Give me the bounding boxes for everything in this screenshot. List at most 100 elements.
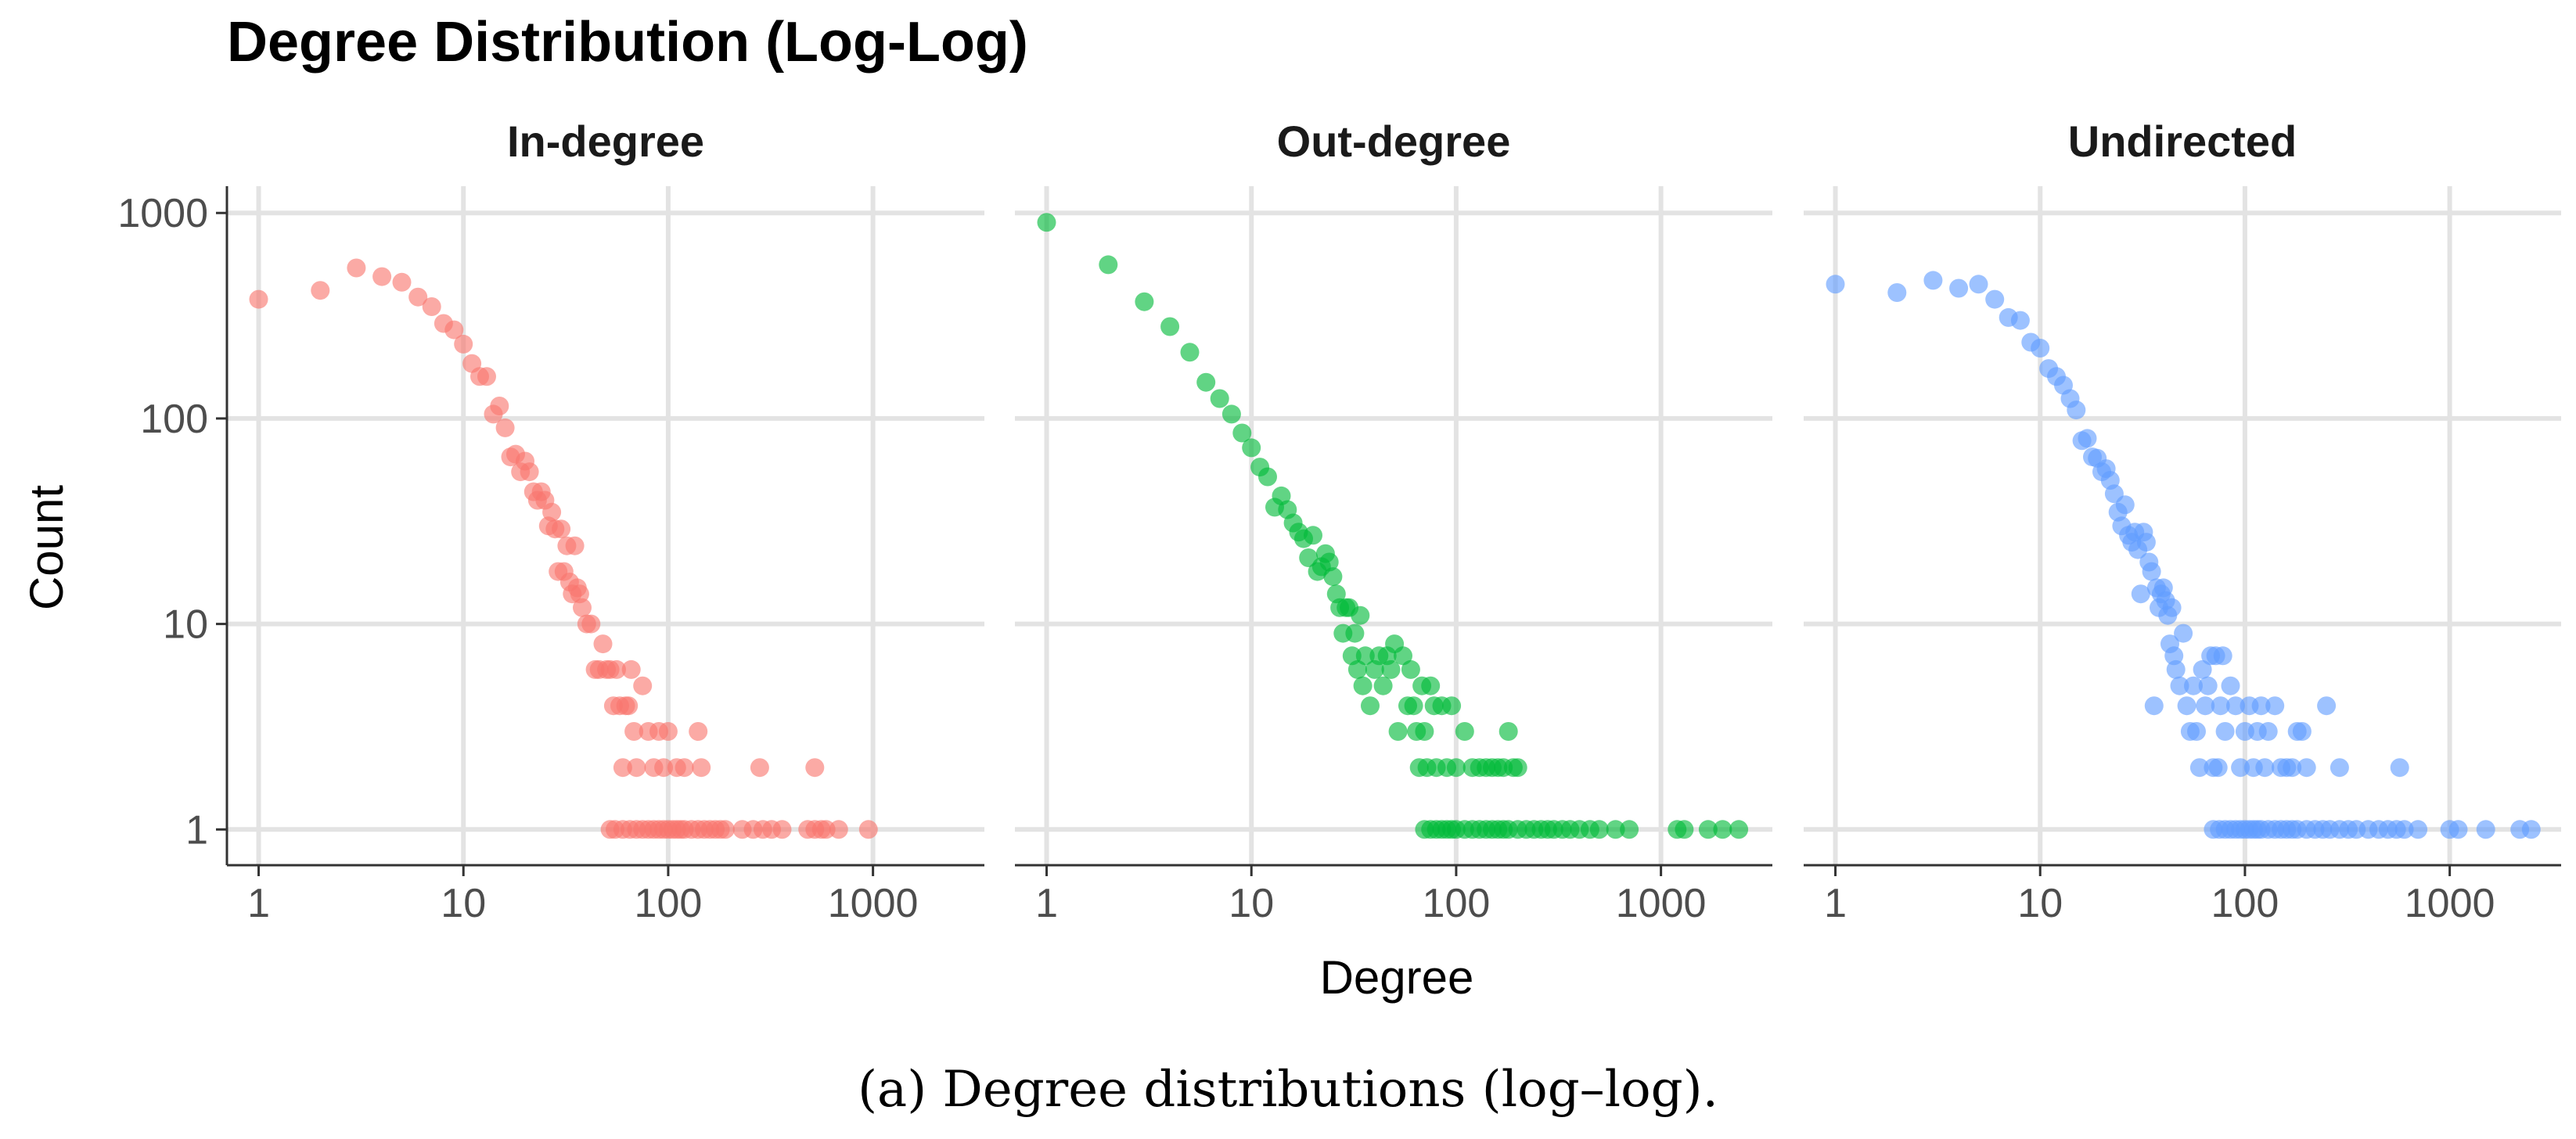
data-point (2078, 429, 2097, 448)
data-point (2330, 758, 2349, 778)
data-point (2162, 598, 2182, 617)
x-tick-label: 1000 (2405, 881, 2495, 926)
data-point (1210, 389, 1229, 408)
data-point (1347, 659, 1367, 679)
data-point (1381, 659, 1401, 679)
data-point (829, 820, 848, 839)
data-point (2187, 722, 2206, 741)
data-point (2193, 659, 2212, 679)
data-point (2283, 758, 2302, 778)
data-point (619, 696, 639, 716)
data-point (2189, 758, 2209, 778)
data-point (2174, 623, 2193, 643)
data-point (2177, 696, 2196, 716)
data-point (477, 367, 496, 386)
data-point (1949, 278, 1969, 298)
data-point (444, 320, 464, 340)
data-point (2317, 696, 2337, 716)
data-point (1923, 271, 1943, 290)
x-tick-label: 1000 (1616, 881, 1707, 926)
data-point (2136, 533, 2156, 552)
data-point (2131, 584, 2150, 604)
data-point (2231, 758, 2250, 778)
panel-title: Undirected (2068, 117, 2297, 166)
data-point (613, 758, 632, 778)
data-point (675, 758, 694, 778)
data-point (750, 758, 769, 778)
data-point (1826, 275, 1845, 294)
data-point (1351, 605, 1370, 625)
chart-title: Degree Distribution (Log-Log) (227, 11, 1028, 74)
data-point (2211, 696, 2230, 716)
data-point (565, 536, 585, 555)
data-point (1455, 722, 1474, 741)
data-point (1304, 526, 1322, 545)
data-point (858, 820, 878, 839)
data-point (1713, 820, 1732, 839)
y-tick-label: 1 (185, 807, 208, 853)
data-point (2115, 495, 2135, 515)
data-point (490, 397, 509, 415)
data-point (2390, 758, 2409, 778)
data-point (520, 462, 539, 482)
data-point (1698, 820, 1718, 839)
data-point (633, 676, 653, 695)
data-point (542, 502, 562, 522)
data-point (2476, 820, 2495, 839)
data-point (1404, 696, 1423, 716)
data-point (2221, 676, 2240, 695)
x-tick-label: 100 (635, 881, 703, 926)
data-point (1323, 567, 1343, 587)
data-point (249, 289, 268, 309)
data-point (2142, 562, 2161, 581)
data-point (772, 820, 792, 839)
data-point (2297, 758, 2316, 778)
y-tick-label: 100 (140, 397, 208, 442)
panel-title: In-degree (507, 117, 704, 166)
data-point (2031, 339, 2050, 358)
x-tick-label: 1 (1035, 881, 1058, 926)
data-point (1258, 467, 1277, 487)
data-point (2198, 676, 2218, 695)
x-tick-label: 1 (247, 881, 270, 926)
data-point (2255, 758, 2275, 778)
data-point (2208, 758, 2228, 778)
data-point (2265, 696, 2285, 716)
data-point (1508, 758, 1527, 778)
data-point (1446, 758, 1466, 778)
data-point (1099, 255, 1118, 275)
panels: In-degree 1 10 100 1000 1 10 100 1000 Out-degree 1… (117, 117, 2561, 926)
data-point (2215, 722, 2235, 741)
y-axis-label: Count (20, 485, 73, 610)
data-point (689, 722, 708, 741)
data-point (1373, 676, 1393, 695)
data-point (2258, 722, 2278, 741)
x-tick-label: 10 (441, 881, 486, 926)
data-point (1135, 292, 1154, 311)
data-point (1589, 820, 1609, 839)
data-point (2226, 696, 2245, 716)
data-point (2067, 401, 2086, 420)
data-point (1345, 623, 1365, 643)
data-point (2166, 659, 2186, 679)
data-point (715, 820, 735, 839)
data-point (1887, 283, 1907, 302)
data-point (621, 659, 641, 679)
panel-undirected: Undirected 1 10 100 1000 (1804, 117, 2561, 926)
data-point (607, 659, 626, 679)
data-point (1498, 722, 1518, 741)
data-point (2213, 646, 2232, 666)
data-point (1388, 722, 1408, 741)
data-point (2292, 722, 2312, 741)
data-point (1180, 343, 1200, 362)
panel-out-degree: Out-degree 1 10 100 1000 (1015, 117, 1772, 926)
data-point (2409, 820, 2428, 839)
data-point (2448, 820, 2468, 839)
data-point (1037, 213, 1056, 232)
data-point (805, 758, 825, 778)
data-point (1160, 317, 1180, 336)
x-axis-label: Degree (1320, 951, 1474, 1004)
figure-caption: (a) Degree distributions (log–log). (858, 1061, 1718, 1119)
data-point (311, 281, 330, 300)
